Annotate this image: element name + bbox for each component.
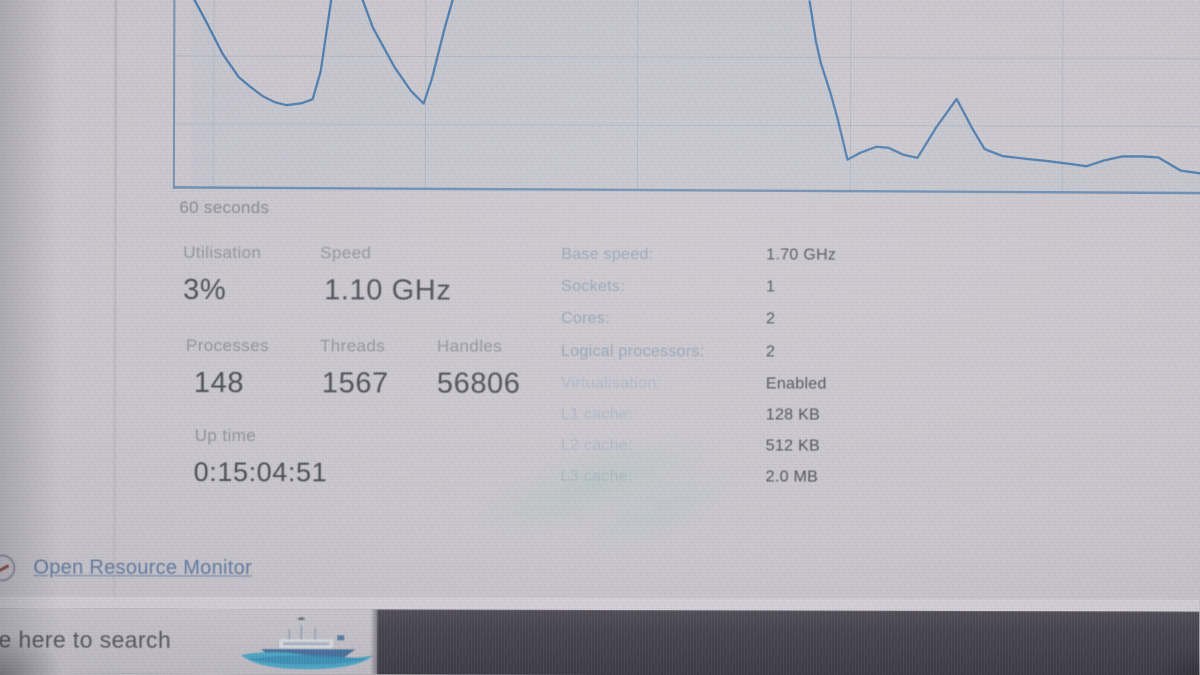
resource-monitor-icon [0, 554, 16, 582]
cpu-spec-list: Base speed: 1.70 GHz Sockets: 1 Cores: 2… [1, 0, 1200, 486]
uptime-label: Up time [194, 425, 257, 446]
cpu-graph-bottom-axis [173, 186, 1200, 195]
handles-value: 56806 [436, 367, 521, 400]
utilisation-value: 3% [183, 273, 227, 307]
spec-label: Virtualisation: [560, 374, 662, 393]
spec-label: Cores: [561, 309, 611, 328]
spec-label: L3 cache: [560, 467, 633, 486]
threads-value: 1567 [321, 367, 389, 400]
spec-label: L2 cache: [560, 436, 633, 455]
graph-time-axis-label: 60 seconds [179, 197, 270, 218]
speed-label: Speed [320, 243, 372, 263]
spec-label: L1 cache: [560, 405, 633, 424]
handles-label: Handles [436, 336, 503, 356]
taskbar: Type here to search [0, 608, 1200, 675]
bird-icon [297, 617, 306, 621]
search-placeholder-text: Type here to search [0, 626, 172, 653]
spec-value: Enabled [765, 375, 827, 393]
spec-value: 2.0 MB [765, 468, 819, 486]
processes-value: 148 [193, 366, 245, 400]
spec-value: 1 [766, 278, 776, 296]
cpu-graph-gridlines [173, 0, 1200, 192]
spec-value: 512 KB [765, 437, 821, 455]
spec-value: 2 [766, 310, 776, 328]
spec-label: Logical processors: [560, 342, 705, 361]
spec-value: 128 KB [765, 406, 821, 424]
spec-label: Sockets: [561, 277, 625, 296]
threads-label: Threads [319, 336, 386, 356]
taskbar-search-box[interactable]: Type here to search [0, 608, 378, 675]
cpu-graph-area-fill [191, 0, 1200, 194]
utilisation-label: Utilisation [183, 242, 262, 263]
spec-label: Base speed: [561, 245, 654, 264]
cpu-utilisation-graph [172, 0, 1200, 195]
cpu-graph-line [190, 0, 1200, 175]
open-resource-monitor-link[interactable]: Open Resource Monitor [33, 556, 253, 580]
spec-value: 1.70 GHz [766, 246, 837, 264]
spec-value: 2 [765, 343, 776, 361]
processes-label: Processes [185, 335, 269, 356]
speed-value: 1.10 GHz [324, 274, 452, 307]
search-highlight-ship-illustration [241, 617, 374, 670]
uptime-value: 0:15:04:51 [193, 456, 328, 488]
